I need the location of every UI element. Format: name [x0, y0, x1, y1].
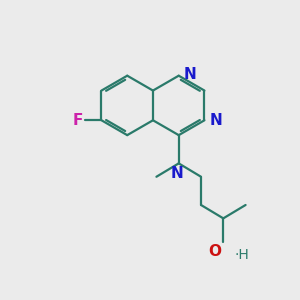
Text: N: N	[184, 67, 197, 82]
Text: N: N	[209, 113, 222, 128]
Text: N: N	[171, 166, 184, 181]
Text: ·H: ·H	[235, 248, 249, 262]
Text: F: F	[72, 113, 83, 128]
Text: O: O	[208, 244, 221, 259]
